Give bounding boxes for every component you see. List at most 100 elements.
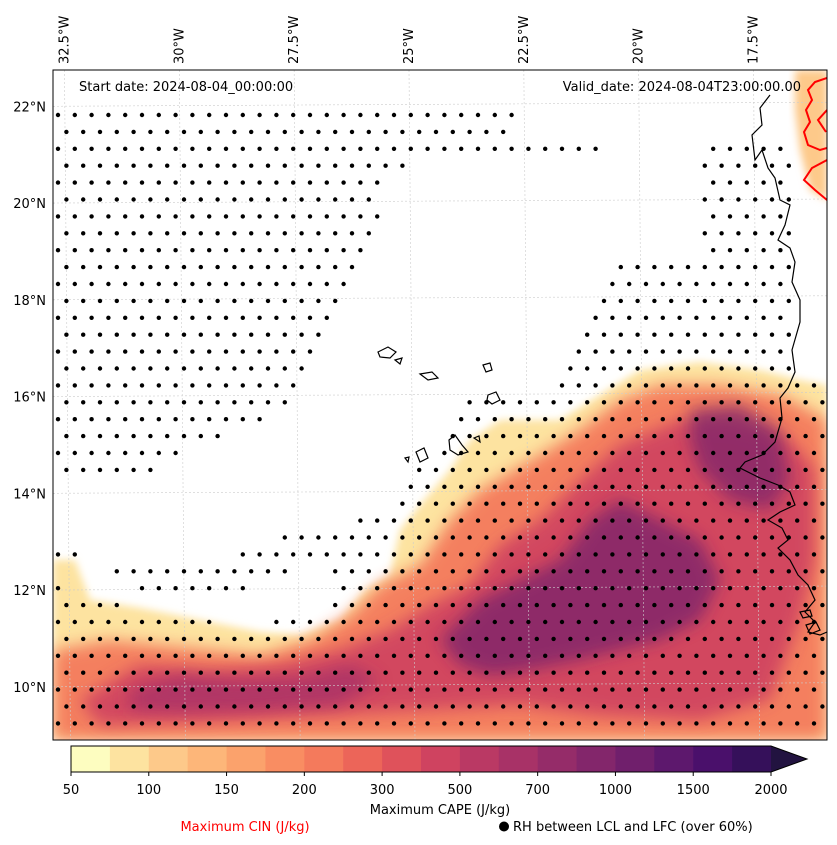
rh-dot bbox=[198, 231, 203, 236]
rh-dot bbox=[618, 298, 623, 304]
rh-dot bbox=[89, 214, 94, 219]
rh-dot bbox=[526, 586, 531, 591]
rh-dot bbox=[81, 400, 86, 405]
rh-dot bbox=[660, 721, 665, 726]
rh-dot bbox=[778, 586, 783, 591]
rh-dot bbox=[618, 704, 623, 709]
rh-dot bbox=[786, 197, 791, 202]
rh-dot bbox=[694, 653, 699, 658]
rh-dot bbox=[543, 619, 548, 625]
rh-dot bbox=[778, 315, 783, 320]
rh-dot bbox=[72, 281, 78, 287]
rh-dot bbox=[240, 417, 245, 422]
rh-dot bbox=[719, 197, 724, 202]
rh-dot bbox=[223, 417, 229, 422]
rh-dot bbox=[627, 315, 632, 320]
rh-dot bbox=[198, 264, 203, 270]
rh-dot bbox=[492, 450, 497, 456]
rh-dot bbox=[643, 586, 649, 591]
rh-dot bbox=[585, 366, 590, 371]
rh-dot bbox=[702, 366, 707, 371]
rh-dot bbox=[173, 315, 178, 320]
rh-dot bbox=[627, 552, 632, 557]
rh-dot bbox=[433, 569, 439, 574]
rh-dot bbox=[669, 501, 674, 506]
rh-dot bbox=[685, 332, 691, 337]
rh-dot bbox=[635, 636, 640, 642]
rh-dot bbox=[72, 214, 78, 219]
rh-dot bbox=[820, 400, 825, 405]
rh-dot bbox=[442, 450, 447, 456]
rh-dot bbox=[265, 704, 271, 709]
cape-verde-island bbox=[482, 362, 493, 373]
rh-dot bbox=[417, 501, 422, 506]
rh-dot bbox=[551, 602, 556, 608]
rh-dot bbox=[559, 417, 565, 422]
rh-dot bbox=[190, 112, 195, 118]
rh-dot bbox=[257, 653, 262, 658]
rh-dot bbox=[333, 602, 338, 608]
rh-dot bbox=[585, 704, 590, 709]
rh-dot bbox=[72, 180, 78, 185]
rh-dot bbox=[400, 129, 405, 135]
rh-dot bbox=[526, 687, 531, 692]
rh-dot bbox=[475, 653, 481, 658]
rh-dot bbox=[274, 687, 279, 692]
rh-dot bbox=[173, 721, 178, 726]
rh-dot bbox=[761, 349, 766, 354]
rh-dot bbox=[761, 687, 766, 692]
rh-dot bbox=[501, 704, 506, 709]
rh-dot bbox=[366, 197, 371, 202]
rh-dot bbox=[492, 619, 497, 625]
rh-dot bbox=[291, 349, 296, 354]
rh-dot bbox=[786, 400, 791, 405]
rh-dot bbox=[282, 636, 287, 642]
rh-dot bbox=[736, 400, 741, 405]
rh-dot bbox=[543, 417, 548, 422]
rh-dot bbox=[81, 231, 86, 236]
rh-dot bbox=[81, 163, 86, 168]
rh-dot bbox=[383, 704, 388, 709]
rh-dot bbox=[635, 467, 640, 473]
gridlines bbox=[53, 70, 827, 740]
rh-dot bbox=[736, 163, 741, 168]
rh-dot bbox=[559, 552, 565, 557]
rh-dot bbox=[753, 264, 758, 270]
rh-dot bbox=[795, 619, 800, 625]
rh-dot bbox=[324, 112, 329, 118]
rh-dot bbox=[744, 146, 749, 151]
rh-dot bbox=[786, 467, 791, 473]
rh-dot bbox=[232, 332, 237, 337]
rh-dot bbox=[753, 636, 758, 642]
rh-dot bbox=[240, 180, 245, 185]
rh-dot bbox=[55, 619, 61, 625]
rh-dot bbox=[114, 636, 120, 642]
rh-dot bbox=[400, 670, 405, 675]
rh-dot bbox=[307, 619, 313, 625]
rh-dot bbox=[459, 484, 464, 489]
rh-dot bbox=[635, 332, 640, 337]
rh-dot bbox=[727, 417, 733, 422]
rh-dot bbox=[576, 450, 581, 456]
rh-dot bbox=[534, 670, 539, 675]
rh-dot bbox=[249, 298, 254, 304]
rh-dot bbox=[778, 687, 783, 692]
rh-dot bbox=[223, 653, 229, 658]
rh-dot bbox=[769, 636, 775, 642]
rh-dot bbox=[526, 619, 531, 625]
rh-dot bbox=[333, 163, 338, 168]
rh-dot bbox=[459, 653, 464, 658]
rh-dot bbox=[769, 332, 775, 337]
rh-dot bbox=[173, 349, 178, 354]
rh-dot bbox=[635, 670, 640, 675]
rh-dot bbox=[627, 518, 632, 523]
rh-dot bbox=[123, 687, 128, 692]
rh-dot bbox=[291, 281, 296, 287]
parallel-gridline bbox=[53, 488, 827, 494]
rh-dot bbox=[139, 112, 145, 118]
rh-dot bbox=[534, 501, 539, 506]
rh-dot bbox=[559, 146, 565, 151]
rh-dot bbox=[417, 636, 422, 642]
rh-dot bbox=[366, 636, 371, 642]
rh-dot bbox=[492, 484, 497, 489]
